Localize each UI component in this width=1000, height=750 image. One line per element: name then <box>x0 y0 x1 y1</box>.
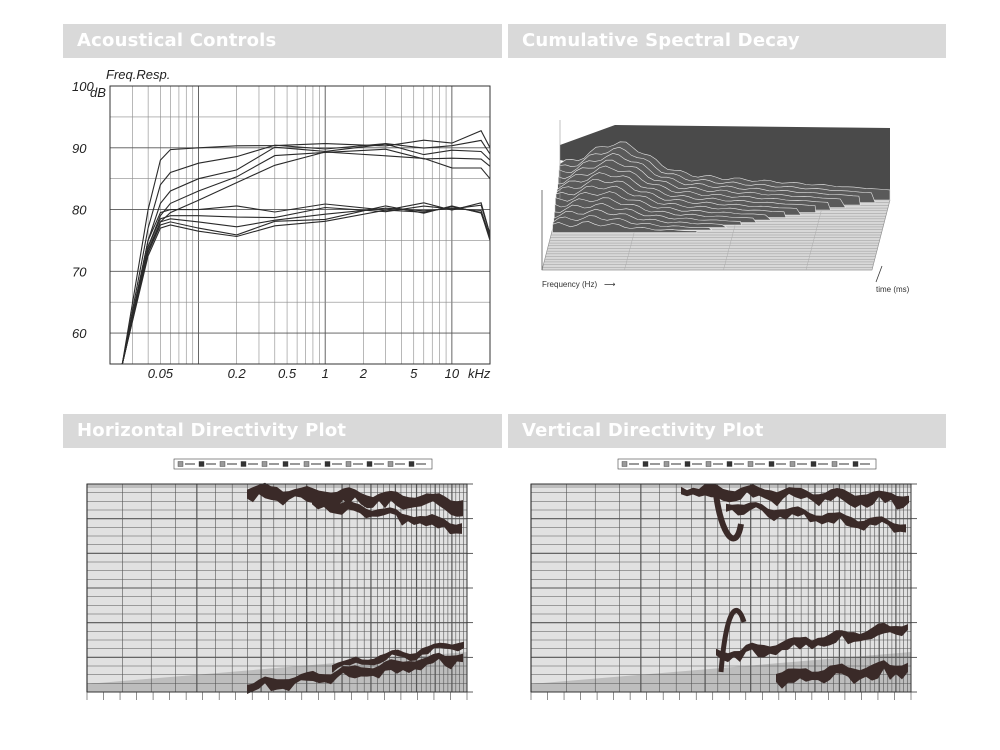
decay-slice <box>552 221 698 233</box>
fr-y-tick-label: 60 <box>72 326 87 341</box>
dir-contour-loop <box>713 493 744 542</box>
fr-series-line <box>121 204 491 365</box>
dir-legend-swatch <box>408 461 415 467</box>
dir-legend-swatch <box>684 461 691 467</box>
fr-series-line <box>121 202 491 365</box>
fr-frame <box>109 85 491 365</box>
dir-legend-swatch <box>282 461 289 467</box>
dir-legend-swatch <box>261 461 268 467</box>
decay-slices <box>552 141 891 233</box>
dir-legend-swatch <box>345 461 352 467</box>
dir-contour-band <box>681 483 909 510</box>
fr-y-tick-label: 70 <box>72 264 87 279</box>
fr-lines <box>121 129 491 365</box>
dir-legend-swatch <box>621 461 628 467</box>
dir-legend-swatch <box>831 461 838 467</box>
vertical-directivity-header: Vertical Directivity Plot <box>508 414 946 448</box>
dir-legend-swatch <box>198 461 205 467</box>
fr-series-line <box>121 151 491 365</box>
dir-light-region <box>87 488 467 684</box>
dir-contour-band <box>247 482 463 517</box>
fr-series-line <box>121 129 491 365</box>
dir-contour-band <box>716 622 908 663</box>
dir-legend-swatch <box>387 461 394 467</box>
fr-xlabel: kHz <box>468 366 491 381</box>
fr-x-tick-label: 0.2 <box>228 366 247 381</box>
dir-legend-swatch <box>726 461 733 467</box>
fr-series-line <box>121 206 491 365</box>
dir-legend-swatch <box>366 461 373 467</box>
fr-y-tick-label: 80 <box>72 203 87 218</box>
fr-title: Freq.Resp. <box>106 67 170 82</box>
fr-y-tick-label: 100 <box>72 79 94 94</box>
decay-back-surface <box>560 125 890 200</box>
dir-contour-band <box>332 641 464 673</box>
hdir-legend <box>173 458 433 470</box>
fr-ylabel: dB <box>90 85 106 100</box>
dir-legend-swatch <box>705 461 712 467</box>
dir-legend-swatch <box>747 461 754 467</box>
fr-x-tick-label: 1 <box>322 366 329 381</box>
dir-light-region <box>531 488 911 684</box>
decay-freq-label: Frequency (Hz) <box>542 280 597 289</box>
hdir-plot <box>86 482 473 700</box>
horizontal-directivity-chart <box>86 458 473 700</box>
dir-contour-loop <box>718 608 747 673</box>
decay-freq-arrow: ⟶ <box>604 280 616 289</box>
hdir-legend-marks <box>177 461 426 467</box>
fr-grid <box>109 85 491 365</box>
dir-legend-swatch <box>663 461 670 467</box>
dir-legend-swatch <box>768 461 775 467</box>
spectral-decay-chart: Frequency (Hz) ⟶ time (ms) <box>541 120 910 294</box>
dir-legend-swatch <box>789 461 796 467</box>
fr-x-tick-label: 0.05 <box>148 366 174 381</box>
dir-legend-swatch <box>324 461 331 467</box>
dir-contour-band <box>312 494 462 535</box>
spectral-decay-header: Cumulative Spectral Decay <box>508 24 946 58</box>
fr-x-tick-label: 0.5 <box>278 366 297 381</box>
decay-time-label: time (ms) <box>876 285 910 294</box>
dir-legend-swatch <box>219 461 226 467</box>
fr-x-tick-label: 2 <box>359 366 368 381</box>
horizontal-directivity-header: Horizontal Directivity Plot <box>63 414 502 448</box>
dir-legend-swatch <box>852 461 859 467</box>
vdir-legend-marks <box>621 461 870 467</box>
dir-legend-swatch <box>642 461 649 467</box>
vertical-directivity-chart <box>530 458 917 700</box>
dir-legend-swatch <box>177 461 184 467</box>
dir-legend-swatch <box>810 461 817 467</box>
vdir-plot <box>530 483 917 700</box>
decay-floor-grid <box>805 199 825 271</box>
vdir-legend <box>617 458 877 470</box>
fr-series-line <box>121 143 491 365</box>
fr-series-line <box>121 207 491 365</box>
dir-contour-band <box>776 660 908 689</box>
fr-series-line <box>121 148 491 365</box>
dir-legend-swatch <box>240 461 247 467</box>
acoustical-controls-header: Acoustical Controls <box>63 24 502 58</box>
decay-time-arrow <box>875 265 883 283</box>
fr-series-line <box>121 205 491 365</box>
dir-contour-band <box>726 502 906 533</box>
dir-legend-swatch <box>303 461 310 467</box>
fr-series-line <box>121 139 491 365</box>
fr-ticks: 100 90 80 70 60 0.05 0.2 0.5 1 2 5 10 <box>72 79 460 381</box>
fr-x-tick-label: 5 <box>410 366 418 381</box>
fr-x-tick-label: 10 <box>445 366 460 381</box>
fr-y-tick-label: 90 <box>72 141 87 156</box>
dir-contour-band <box>247 652 463 694</box>
